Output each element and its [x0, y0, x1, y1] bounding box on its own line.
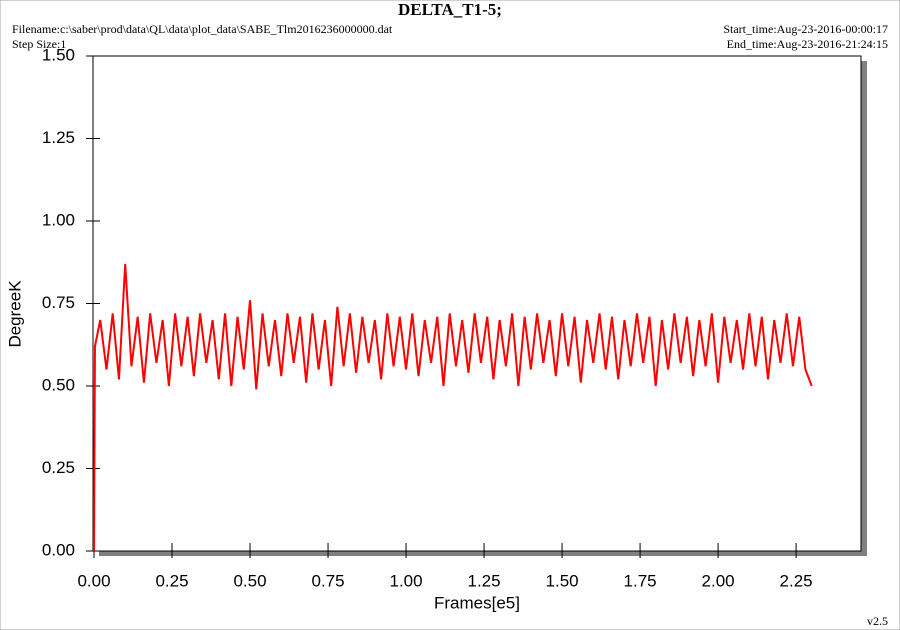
- y-tick-label: 1.50: [42, 45, 75, 64]
- end-time: End_time:Aug-23-2016-21:24:15: [727, 37, 888, 51]
- x-axis-label: Frames[e5]: [434, 593, 520, 612]
- chart-title: DELTA_T1-5;: [398, 0, 502, 19]
- y-axis-label: DegreeK: [5, 280, 24, 348]
- y-tick-label: 0.25: [42, 458, 75, 477]
- x-tick-label: 1.00: [389, 571, 422, 590]
- start-time: Start_time:Aug-23-2016-00:00:17: [723, 22, 888, 36]
- x-tick-label: 1.75: [624, 571, 657, 590]
- x-tick-label: 0.00: [77, 571, 110, 590]
- y-tick-label: 0.00: [42, 540, 75, 559]
- x-tick-label: 2.25: [780, 571, 813, 590]
- x-tick-label: 1.25: [468, 571, 501, 590]
- x-tick-label: 0.25: [155, 571, 188, 590]
- filename: Filename:c:\saber\prod\data\QL\data\plot…: [12, 22, 393, 36]
- x-tick-label: 0.75: [311, 571, 344, 590]
- x-tick-label: 2.00: [702, 571, 735, 590]
- y-tick-label: 1.00: [42, 210, 75, 229]
- x-tick-label: 0.50: [233, 571, 266, 590]
- step-size: Step Size:1: [12, 37, 66, 51]
- y-tick-label: 0.50: [42, 375, 75, 394]
- y-tick-label: 0.75: [42, 293, 75, 312]
- y-tick-label: 1.25: [42, 128, 75, 147]
- x-tick-label: 1.50: [546, 571, 579, 590]
- data-line: [93, 263, 813, 552]
- plot-area: [92, 55, 862, 552]
- version: v2.5: [867, 614, 888, 628]
